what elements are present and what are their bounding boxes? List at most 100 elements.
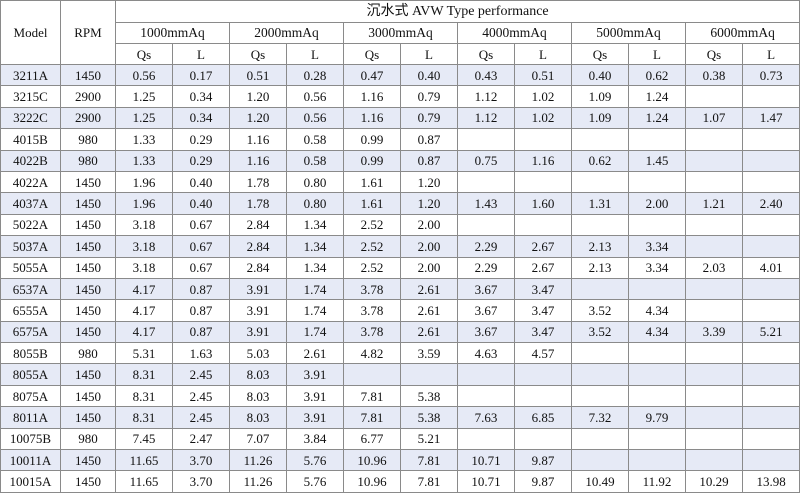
cell-model: 8055B bbox=[0, 342, 61, 365]
cell-rpm: 980 bbox=[60, 342, 116, 365]
cell-l: 3.84 bbox=[286, 427, 344, 451]
cell-qs: 4.17 bbox=[115, 277, 173, 301]
cell-qs: 1.20 bbox=[229, 85, 287, 108]
cell-l: 1.74 bbox=[286, 320, 344, 344]
cell-qs bbox=[685, 363, 743, 386]
table-row: 3211A 1450 0.56 0.17 0.51 0.28 0.47 0.40 0.43 0.5… bbox=[0, 63, 800, 87]
cell-qs: 2.52 bbox=[343, 213, 401, 237]
cell-l: 0.17 bbox=[172, 63, 230, 87]
cell-rpm: 1450 bbox=[60, 470, 116, 493]
cell-rpm: 2900 bbox=[60, 106, 116, 130]
cell-rpm: 1450 bbox=[60, 277, 116, 301]
table-row: 8055A 1450 8.31 2.45 8.03 3.91 bbox=[0, 363, 800, 386]
table-row: 6555A 1450 4.17 0.87 3.91 1.74 3.78 2.61 3.67 3.4… bbox=[0, 299, 800, 322]
header-pressure-6000: 6000mmAq bbox=[684, 22, 800, 44]
cell-l: 0.29 bbox=[172, 149, 230, 172]
cell-l: 0.87 bbox=[400, 128, 458, 151]
cell-qs: 8.03 bbox=[229, 384, 287, 408]
table-row: 10075B 980 7.45 2.47 7.07 3.84 6.77 5.21 bbox=[0, 427, 800, 451]
cell-l: 7.81 bbox=[400, 470, 458, 493]
cell-qs: 3.91 bbox=[229, 299, 287, 322]
cell-l bbox=[514, 427, 572, 451]
cell-qs bbox=[685, 342, 743, 365]
cell-qs: 8.03 bbox=[229, 363, 287, 386]
table-row: 8055B 980 5.31 1.63 5.03 2.61 4.82 3.59 4.63 4.57 bbox=[0, 342, 800, 365]
cell-l: 3.70 bbox=[172, 470, 230, 493]
cell-l: 0.67 bbox=[172, 256, 230, 279]
cell-l: 0.67 bbox=[172, 235, 230, 258]
cell-l: 1.24 bbox=[628, 85, 686, 108]
cell-l: 1.02 bbox=[514, 106, 572, 130]
cell-l: 0.80 bbox=[286, 170, 344, 194]
cell-qs: 3.78 bbox=[343, 299, 401, 322]
cell-qs: 3.91 bbox=[229, 277, 287, 301]
cell-l: 2.45 bbox=[172, 384, 230, 408]
cell-model: 5022A bbox=[0, 213, 61, 237]
cell-qs: 8.03 bbox=[229, 406, 287, 429]
cell-rpm: 1450 bbox=[60, 406, 116, 429]
cell-qs bbox=[571, 363, 629, 386]
cell-rpm: 1450 bbox=[60, 192, 116, 215]
cell-l: 9.79 bbox=[628, 406, 686, 429]
cell-l: 2.00 bbox=[400, 235, 458, 258]
cell-qs: 1.16 bbox=[343, 85, 401, 108]
table-row: 6537A 1450 4.17 0.87 3.91 1.74 3.78 2.61 3.67 3.4… bbox=[0, 277, 800, 301]
cell-qs: 2.29 bbox=[457, 235, 515, 258]
cell-rpm: 1450 bbox=[60, 213, 116, 237]
table-row: 3215C 2900 1.25 0.34 1.20 0.56 1.16 0.79 1.12 1.0… bbox=[0, 85, 800, 108]
cell-qs: 3.78 bbox=[343, 320, 401, 344]
cell-l bbox=[628, 427, 686, 451]
cell-l bbox=[741, 128, 800, 151]
cell-l: 5.38 bbox=[400, 384, 458, 408]
cell-model: 4022B bbox=[0, 149, 61, 172]
cell-qs: 1.20 bbox=[229, 106, 287, 130]
cell-qs: 2.84 bbox=[229, 256, 287, 279]
cell-qs: 2.13 bbox=[571, 235, 629, 258]
cell-qs: 3.67 bbox=[457, 320, 515, 344]
cell-model: 3222C bbox=[0, 106, 61, 130]
cell-qs bbox=[685, 427, 743, 451]
cell-l: 3.47 bbox=[514, 299, 572, 322]
cell-l bbox=[514, 128, 572, 151]
cell-l: 1.24 bbox=[628, 106, 686, 130]
table-row: 10015A 1450 11.65 3.70 11.26 5.76 10.96 7.81 10.… bbox=[0, 470, 800, 493]
cell-l: 0.87 bbox=[172, 299, 230, 322]
cell-model: 4015B bbox=[0, 128, 61, 151]
cell-rpm: 1450 bbox=[60, 320, 116, 344]
cell-l bbox=[514, 384, 572, 408]
cell-l: 1.74 bbox=[286, 277, 344, 301]
cell-qs: 6.77 bbox=[343, 427, 401, 451]
cell-l: 2.61 bbox=[286, 342, 344, 365]
cell-l: 3.59 bbox=[400, 342, 458, 365]
cell-qs bbox=[457, 170, 515, 194]
cell-qs: 1.96 bbox=[115, 170, 173, 194]
cell-qs bbox=[457, 213, 515, 237]
cell-l: 3.34 bbox=[628, 235, 686, 258]
cell-l: 3.91 bbox=[286, 363, 344, 386]
cell-l: 4.34 bbox=[628, 320, 686, 344]
cell-qs: 1.16 bbox=[229, 149, 287, 172]
cell-qs bbox=[457, 384, 515, 408]
header-pressure-2000: 2000mmAq bbox=[229, 22, 344, 44]
cell-qs: 7.07 bbox=[229, 427, 287, 451]
cell-l: 0.34 bbox=[172, 106, 230, 130]
cell-l bbox=[400, 363, 458, 386]
cell-l: 3.91 bbox=[286, 406, 344, 429]
cell-qs bbox=[571, 342, 629, 365]
cell-l: 0.58 bbox=[286, 149, 344, 172]
cell-model: 5055A bbox=[0, 256, 61, 279]
table-row: 4037A 1450 1.96 0.40 1.78 0.80 1.61 1.20 1.43 1.6… bbox=[0, 192, 800, 215]
cell-qs: 10.71 bbox=[457, 470, 515, 493]
table-row: 8011A 1450 8.31 2.45 8.03 3.91 7.81 5.38 7.63 6.8… bbox=[0, 406, 800, 429]
cell-qs bbox=[685, 299, 743, 322]
cell-model: 6555A bbox=[0, 299, 61, 322]
cell-l bbox=[628, 384, 686, 408]
cell-qs: 1.78 bbox=[229, 192, 287, 215]
cell-model: 8055A bbox=[0, 363, 61, 386]
cell-l: 0.62 bbox=[628, 63, 686, 87]
header-model: Model bbox=[0, 0, 61, 65]
header-l: L bbox=[286, 43, 344, 65]
cell-qs bbox=[343, 363, 401, 386]
table-body: 3211A 1450 0.56 0.17 0.51 0.28 0.47 0.40 0.43 0.5… bbox=[0, 63, 800, 493]
